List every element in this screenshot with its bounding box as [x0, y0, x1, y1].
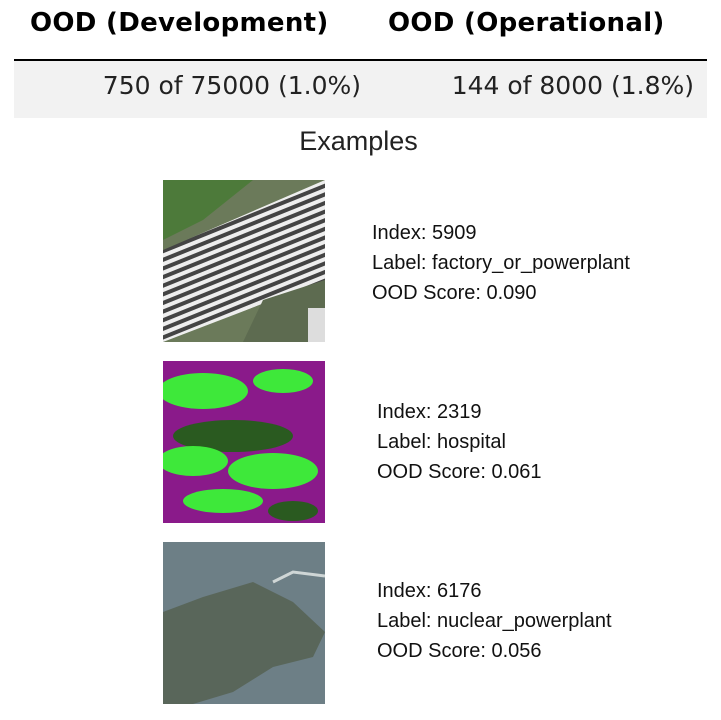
example-index: Index: 6176	[377, 580, 482, 602]
table-header: OOD (Development)	[30, 8, 329, 38]
example-info: Index: 2319 Label: hospital OOD Score: 0…	[377, 397, 542, 487]
example-score: OOD Score: 0.061	[377, 461, 542, 483]
example-image	[163, 361, 325, 523]
example-image	[163, 180, 325, 342]
table-cell: 750 of 75000 (1.0%)	[102, 71, 361, 100]
example-image	[163, 542, 325, 704]
table-rule	[14, 59, 707, 61]
example-info: Index: 6176 Label: nuclear_powerplant OO…	[377, 576, 612, 666]
example-score: OOD Score: 0.090	[372, 282, 537, 304]
example-label: Label: factory_or_powerplant	[372, 252, 630, 274]
example-info: Index: 5909 Label: factory_or_powerplant…	[372, 218, 630, 308]
example-score: OOD Score: 0.056	[377, 640, 542, 662]
table-cell: 144 of 8000 (1.8%)	[451, 71, 694, 100]
example-label: Label: nuclear_powerplant	[377, 610, 612, 632]
examples-title: Examples	[299, 126, 418, 156]
table-row	[14, 61, 707, 118]
example-label: Label: hospital	[377, 431, 506, 453]
example-index: Index: 2319	[377, 401, 482, 423]
example-index: Index: 5909	[372, 222, 477, 244]
table-header: OOD (Operational)	[388, 8, 665, 38]
